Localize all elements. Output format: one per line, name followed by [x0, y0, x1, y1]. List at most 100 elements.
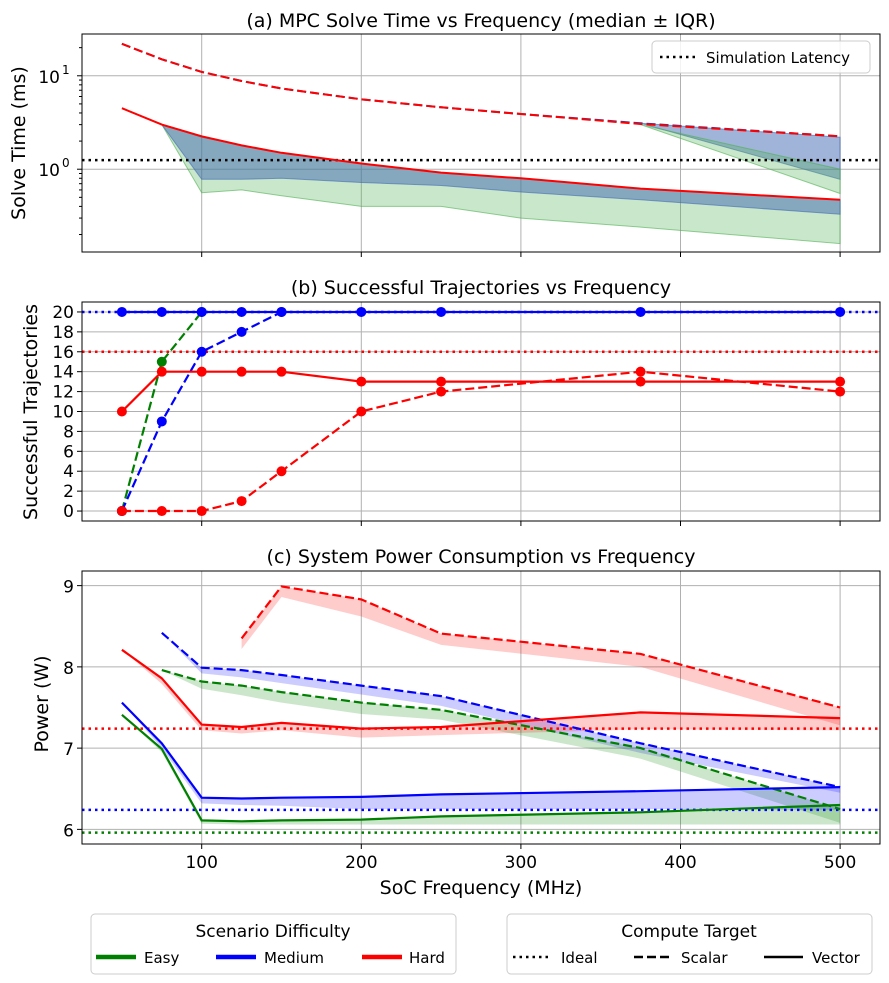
pb-ytick-label-16: 16 [52, 343, 74, 363]
pb-ytick-label-2: 2 [63, 482, 74, 502]
pc-band-medium-vector [121, 702, 841, 810]
pc-xtick-label-500: 500 [824, 853, 856, 873]
panel-b-grid [82, 302, 880, 521]
pb-point-medium-vector-375 [635, 306, 646, 317]
pb-point-hard-scalar-375 [635, 366, 646, 377]
pb-point-hard-vector-200 [356, 376, 367, 387]
legend-scalar-label: Scalar [681, 949, 728, 967]
pb-point-easy-scalar-75 [156, 356, 167, 367]
pc-line-medium-vector [121, 701, 841, 800]
pc-ytick-label-8: 8 [63, 659, 74, 679]
pb-point-medium-vector-200 [356, 306, 367, 317]
legend-vector-label: Vector [812, 949, 861, 967]
panel-a-bands [160, 122, 841, 245]
pb-point-hard-vector-250 [436, 376, 447, 387]
pc-ytick-label-6: 6 [63, 821, 74, 841]
pb-line-easy-scalar [120, 311, 203, 512]
legend-medium-label: Medium [264, 949, 324, 967]
legend-target-box [506, 913, 873, 975]
panel-success: (b) Successful Trajectories vs Frequency… [20, 277, 881, 526]
pb-point-hard-vector-75 [156, 366, 167, 377]
pc-xtick-label-300: 300 [505, 853, 537, 873]
pb-ytick-label-8: 8 [63, 422, 74, 442]
panel-b-frame [81, 301, 881, 522]
pb-point-hard-scalar-75 [156, 506, 167, 517]
pc-xtick-label-100: 100 [185, 853, 217, 873]
panel-c-frame [81, 570, 881, 845]
pb-point-hard-vector-150 [276, 366, 287, 377]
panel-b-lines [82, 306, 880, 517]
panel-b-title: (b) Successful Trajectories vs Frequency [291, 277, 671, 299]
pb-point-hard-scalar-200 [356, 406, 367, 417]
pc-band-easy-vector [121, 714, 841, 825]
pb-point-hard-scalar-150 [276, 466, 287, 477]
pb-point-hard-vector-375 [635, 376, 646, 387]
pc-line-medium-scalar [161, 631, 841, 789]
pb-ytick-label-14: 14 [52, 363, 74, 383]
pc-xtick-label-200: 200 [345, 853, 377, 873]
pb-ytick-label-0: 0 [63, 502, 74, 522]
pb-point-medium-vector-75 [156, 306, 167, 317]
legend-difficulty-title: Scenario Difficulty [195, 922, 350, 942]
pb-line-medium-scalar [120, 311, 282, 512]
pc-band-hard-vector [121, 649, 841, 738]
pb-point-medium-vector-250 [436, 306, 447, 317]
panel-power: (c) System Power Consumption vs Frequenc… [31, 546, 881, 899]
pb-ytick-label-20: 20 [52, 303, 74, 323]
pb-ytick-label-18: 18 [52, 323, 74, 343]
legend-hard-label: Hard [409, 949, 445, 967]
panel-b-ylabel: Successful Trajectories [20, 304, 42, 520]
latency-legend-label: Simulation Latency [706, 49, 850, 67]
pb-point-medium-vector-500 [835, 306, 846, 317]
pb-point-medium-scalar-75 [156, 416, 167, 427]
panel-a-title: (a) MPC Solve Time vs Frequency (median … [246, 10, 715, 32]
pb-point-medium-vector-125 [236, 306, 247, 317]
pc-band-easy-scalar [161, 670, 841, 823]
legend-target: Compute Target Ideal Scalar Vector [506, 913, 873, 975]
pc-xtick-label-400: 400 [664, 853, 696, 873]
pb-point-medium-scalar-125 [236, 326, 247, 337]
latency-legend-box [651, 40, 871, 74]
pa-ytick-exp-1: 0 [62, 156, 70, 170]
pb-ytick-label-10: 10 [52, 403, 74, 423]
panel-a-frame [81, 33, 881, 253]
pb-point-hard-vector-125 [236, 366, 247, 377]
pb-point-medium-vector-100 [196, 306, 207, 317]
pc-band-hard-scalar [241, 586, 841, 726]
pb-point-hard-vector-100 [196, 366, 207, 377]
pb-point-hard-scalar-100 [196, 506, 207, 517]
panel-c-ylabel: Power (W) [31, 655, 53, 752]
panel-c-lines [82, 585, 880, 834]
pc-band-medium-scalar [161, 632, 841, 793]
panel-c-title: (c) System Power Consumption vs Frequenc… [267, 546, 696, 568]
panel-a-lines [82, 42, 880, 201]
legend-easy-label: Easy [144, 949, 179, 967]
panel-a-ylabel: Solve Time (ms) [8, 66, 30, 220]
pb-point-medium-scalar-100 [196, 346, 207, 357]
pa-ytick-label-1: 10 [38, 161, 60, 181]
pb-point-medium-vector-150 [276, 306, 287, 317]
latency-legend: Simulation Latency [651, 40, 871, 74]
pb-point-hard-scalar-125 [236, 496, 247, 507]
pb-point-hard-vector-50 [116, 406, 127, 417]
panel-c-bands [121, 586, 841, 825]
pb-point-hard-scalar-250 [436, 386, 447, 397]
pb-line-hard-scalar [121, 370, 841, 513]
legend-ideal-label: Ideal [561, 949, 598, 967]
legend-target-title: Compute Target [621, 922, 757, 942]
pb-point-hard-scalar-50 [116, 506, 127, 517]
panel-c-grid [82, 571, 880, 844]
pc-ytick-label-7: 7 [63, 740, 74, 760]
pa-ytick-exp-10: 1 [62, 63, 70, 77]
pc-line-easy-vector [121, 713, 841, 823]
pa-line-vector [121, 107, 841, 201]
pc-ytick-label-9: 9 [63, 578, 74, 598]
pb-ytick-label-12: 12 [52, 383, 74, 403]
panel-solve-time: (a) MPC Solve Time vs Frequency (median … [8, 10, 881, 257]
panel-c-xlabel: SoC Frequency (MHz) [380, 877, 583, 899]
pc-line-hard-vector [121, 648, 841, 730]
pb-ytick-label-6: 6 [63, 442, 74, 462]
